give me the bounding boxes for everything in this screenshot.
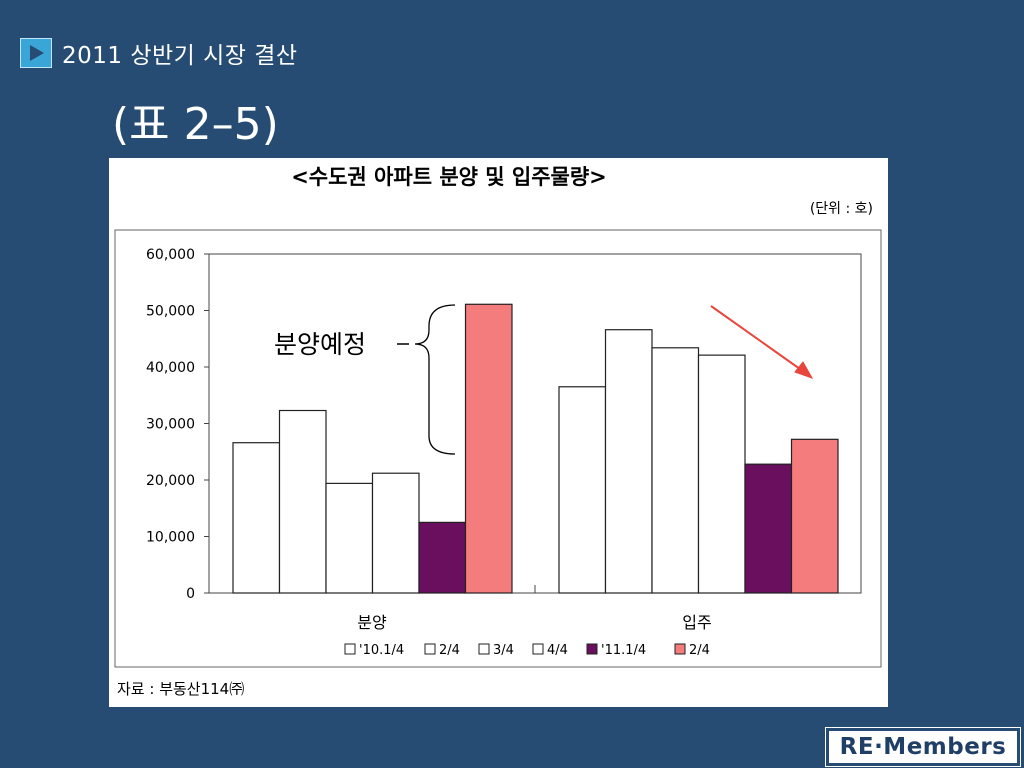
bar-move-in — [697, 354, 746, 594]
y-tick-label: 20,000 — [146, 473, 195, 489]
legend-swatch — [586, 643, 598, 655]
chart-title: <수도권 아파트 분양 및 입주물량> — [291, 165, 607, 189]
bar-sales — [418, 521, 467, 594]
bar-sales — [371, 472, 420, 594]
bar-chart: <수도권 아파트 분양 및 입주물량> (단위 : 호) 0 10,000 20,000… — [114, 165, 882, 698]
legend-label: 3/4 — [493, 643, 514, 658]
y-tick-label: 0 — [186, 586, 195, 602]
bar-move-in — [604, 329, 653, 594]
slide-header-text: 2011 상반기 시장 결산 — [62, 43, 298, 69]
bar-sales — [232, 442, 281, 594]
y-tick-label: 30,000 — [146, 417, 195, 433]
legend-swatch — [532, 643, 544, 655]
y-tick-label: 40,000 — [146, 360, 195, 376]
plot-frame — [114, 229, 882, 668]
play-icon — [20, 38, 52, 68]
bar-move-in — [651, 347, 700, 594]
y-tick-label: 10,000 — [146, 530, 195, 546]
slide-subtitle: (표 2–5) — [112, 99, 279, 150]
legend-label: 4/4 — [547, 643, 568, 658]
trend-arrow-head — [794, 361, 814, 379]
legend-swatch — [424, 643, 436, 655]
annotation-label: 분양예정 — [274, 330, 366, 359]
legend-label: '10.1/4 — [359, 643, 404, 658]
bar-sales — [278, 409, 327, 594]
re-members-logo: RE·Members — [825, 727, 1021, 767]
y-tick-label: 60,000 — [146, 247, 195, 263]
slide-header: 2011 상반기 시장 결산 — [20, 38, 298, 69]
bar-sales — [325, 482, 374, 594]
trend-arrow-line — [710, 305, 808, 375]
x-category-label: 분양 — [357, 613, 387, 632]
unit-note: (단위 : 호) — [810, 201, 873, 217]
bar-sales — [464, 303, 513, 594]
legend-swatch — [478, 643, 490, 655]
bar-move-in — [558, 386, 607, 594]
x-category-label: 입주 — [682, 613, 711, 632]
legend-label: 2/4 — [439, 643, 460, 658]
legend-swatch — [674, 643, 686, 655]
source-note: 자료 : 부동산114㈜ — [117, 680, 244, 698]
annotation-brace — [414, 304, 456, 455]
chart-panel: <수도권 아파트 분양 및 입주물량> (단위 : 호) 0 10,000 20,000… — [109, 158, 888, 707]
legend-label: 2/4 — [689, 643, 710, 658]
legend-label: '11.1/4 — [601, 643, 646, 658]
logo-text: RE·Members — [839, 734, 1007, 760]
bar-move-in — [790, 438, 839, 594]
bar-move-in — [744, 463, 793, 594]
legend-swatch — [344, 643, 356, 655]
y-tick-label: 50,000 — [146, 304, 195, 320]
